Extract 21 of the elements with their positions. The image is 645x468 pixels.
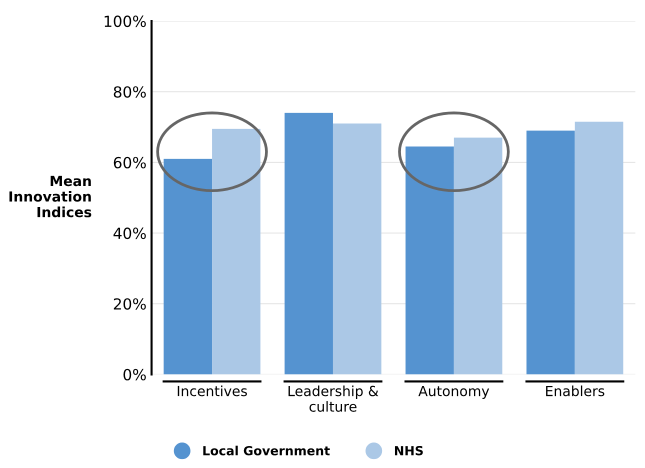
bar [574,122,624,374]
bar [332,124,382,374]
bar [526,130,575,374]
x-tick-label: Autonomy [418,386,490,399]
y-tick-label: 40% [114,228,146,240]
bar [406,146,454,374]
legend-label: NHS [394,446,423,456]
y-tick-label: 20% [114,298,146,310]
y-tick-label: 80% [114,86,146,98]
y-tick-label: 60% [114,156,146,168]
y-axis-title: Mean Innovation Indices [9,176,92,218]
bar [164,158,212,374]
bar [284,112,333,374]
x-tick-label: Enablers [546,386,604,396]
x-tick-label: Incentives [178,386,247,396]
y-tick-label: 0% [123,368,146,380]
bar [454,138,502,374]
y-tick-label: 100% [104,16,146,28]
bar [212,128,260,374]
x-tick-label: Leadership & culture [288,386,378,412]
legend-label: Local Government [203,446,330,456]
